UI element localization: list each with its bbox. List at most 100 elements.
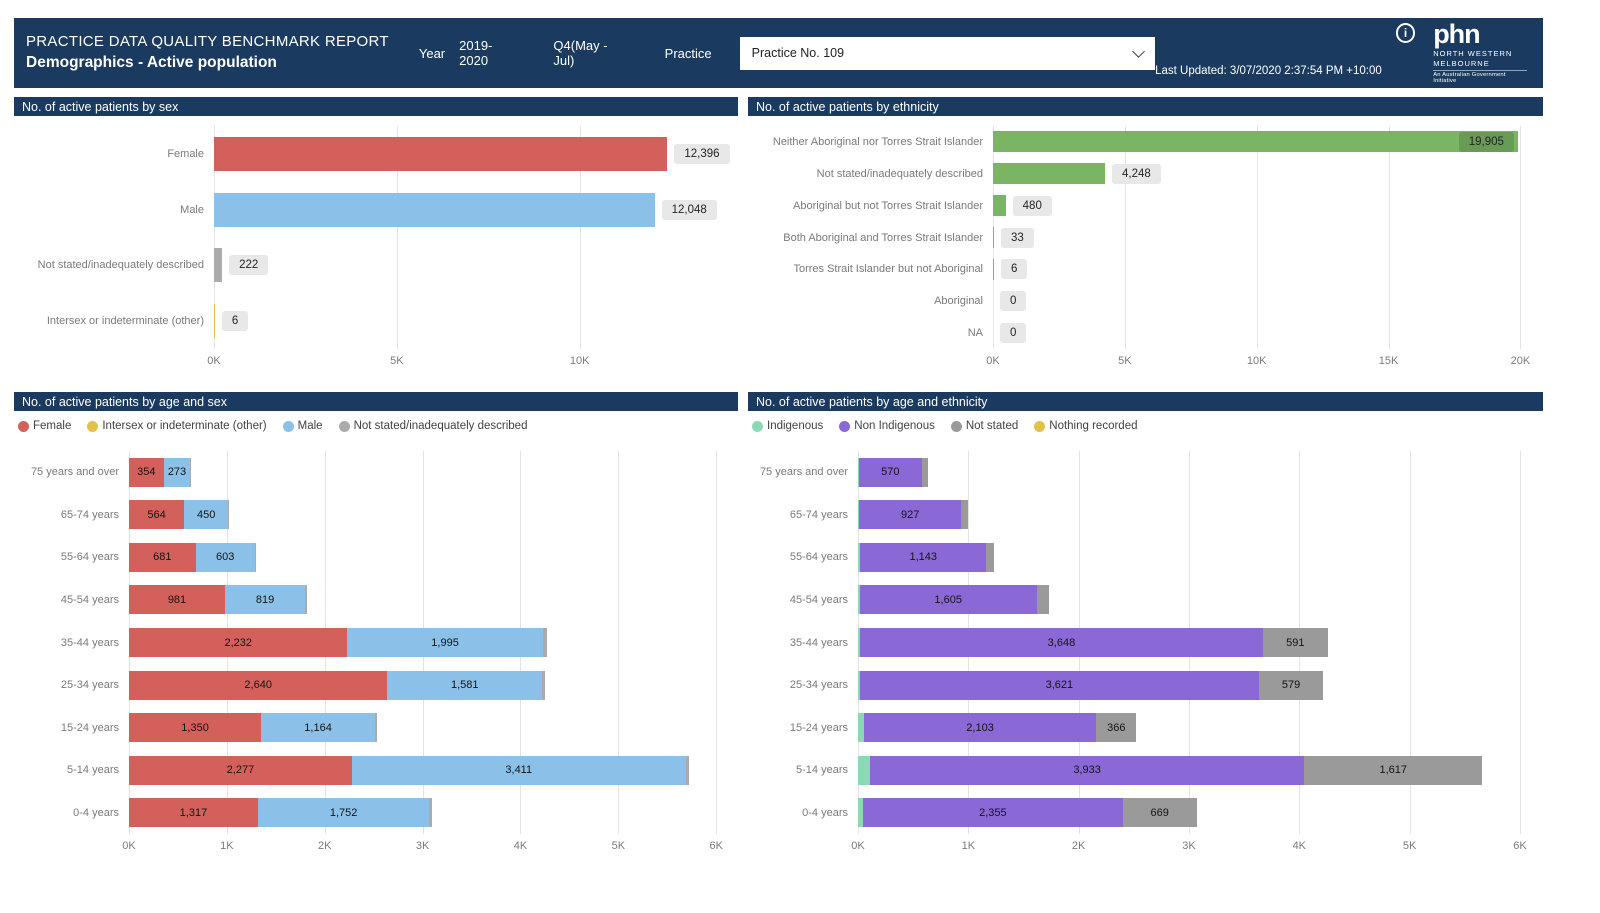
segment-female[interactable]: 2,640 (129, 670, 388, 700)
segment-non-indigenous[interactable]: 3,648 (860, 628, 1263, 658)
legend-item-male[interactable]: Male (282, 420, 323, 432)
legend-item-female[interactable]: Female (18, 420, 71, 432)
legend-item-not-stated-inadequately-described[interactable]: Not stated/inadequately described (338, 420, 527, 432)
segment-indigenous[interactable] (858, 628, 861, 658)
segment-indigenous[interactable] (858, 798, 863, 828)
bar-torres-strait-islander-but-not-aboriginal[interactable] (993, 258, 994, 280)
segment-not-stated-inadequately-described[interactable] (254, 542, 257, 572)
segment-female[interactable]: 681 (129, 542, 196, 572)
x-tick-label: 6K (1513, 840, 1527, 852)
category-label: 75 years and over (759, 466, 848, 479)
value-label: 222 (229, 255, 269, 276)
quarter-value[interactable]: Q4(May - Jul) (553, 38, 608, 68)
segment-not-stated[interactable] (961, 500, 968, 530)
segment-indigenous[interactable] (858, 755, 871, 785)
segment-indigenous[interactable] (858, 713, 865, 743)
bar-intersex-or-indeterminate-other[interactable] (214, 304, 215, 339)
segment-not-stated[interactable]: 1,617 (1304, 755, 1483, 785)
segment-non-indigenous[interactable]: 1,605 (859, 585, 1037, 615)
bar-track: 570 (858, 457, 1531, 487)
segment-male[interactable]: 1,164 (261, 713, 376, 743)
legend-dot-icon (752, 420, 763, 432)
category-label: 35-44 years (60, 636, 119, 649)
chart-rows: 75 years and over 570 65-74 years 927 55-64 … (748, 451, 1531, 834)
segment-not-stated[interactable]: 591 (1262, 628, 1328, 658)
bar-track: 2,277 3,411 (129, 755, 726, 785)
segment-indigenous[interactable] (858, 670, 860, 700)
segment-male[interactable]: 273 (163, 457, 191, 487)
segment-male[interactable]: 1,995 (347, 628, 543, 658)
legend-item-intersex-or-indeterminate-other[interactable]: Intersex or indeterminate (other) (87, 420, 267, 432)
segment-not-stated-inadequately-described[interactable] (375, 713, 378, 743)
report-title-block: PRACTICE DATA QUALITY BENCHMARK REPORT D… (26, 32, 389, 73)
segment-female[interactable]: 354 (129, 457, 164, 487)
segment-male[interactable]: 3,411 (351, 755, 686, 785)
chart-row-female: Female 12,396 (14, 126, 730, 182)
segment-not-stated-inadequately-described[interactable] (190, 457, 192, 487)
segment-not-stated-inadequately-described[interactable] (542, 628, 547, 658)
segment-female[interactable]: 2,232 (129, 628, 348, 658)
segment-female[interactable]: 1,350 (129, 713, 262, 743)
segment-non-indigenous[interactable]: 1,143 (860, 542, 987, 572)
segment-non-indigenous[interactable]: 3,621 (859, 670, 1260, 700)
x-axis: 0K 5K 10K (207, 355, 726, 371)
info-icon[interactable]: i (1395, 23, 1416, 44)
segment-non-indigenous[interactable]: 570 (858, 457, 922, 487)
segment-male[interactable]: 450 (184, 500, 229, 530)
category-label: 45-54 years (60, 593, 119, 606)
segment-indigenous[interactable] (858, 457, 859, 487)
segment-not-stated[interactable]: 366 (1096, 713, 1137, 743)
segment-not-stated-inadequately-described[interactable] (305, 585, 308, 615)
chart-patients-by-sex: Female 12,396 Male 12,048 Not stated/inadequ… (14, 116, 738, 375)
segment-non-indigenous[interactable]: 3,933 (870, 755, 1305, 785)
bar-female[interactable] (214, 136, 668, 171)
segment-female[interactable]: 981 (129, 585, 225, 615)
segment-male[interactable]: 819 (225, 585, 306, 615)
year-value[interactable]: 2019-2020 (459, 38, 493, 68)
segment-not-stated[interactable] (1036, 585, 1049, 615)
legend-item-non-indigenous[interactable]: Non Indigenous (839, 420, 935, 432)
category-label: 0-4 years (73, 806, 119, 819)
bar-aboriginal-but-not-torres-strait-islander[interactable] (993, 195, 1006, 217)
bar-not-stated-inadequately-described[interactable] (993, 163, 1106, 185)
chart-row-aboriginal-but-not-torres-strait-islander: Aboriginal but not Torres Strait Islande… (748, 190, 1531, 222)
chart-row-torres-strait-islander-but-not-aboriginal: Torres Strait Islander but not Aborigina… (748, 253, 1531, 285)
practice-dropdown[interactable]: Practice No. 109 (739, 36, 1156, 70)
segment-not-stated-inadequately-described[interactable] (429, 798, 433, 828)
value-label: 0 (1000, 323, 1027, 344)
segment-not-stated[interactable]: 579 (1259, 670, 1324, 700)
segment-female[interactable]: 564 (129, 500, 185, 530)
bar-neither-aboriginal-nor-torres-strait-islander[interactable] (993, 131, 1518, 153)
bar-both-aboriginal-and-torres-strait-islander[interactable] (993, 227, 994, 248)
segment-male[interactable]: 1,752 (257, 798, 430, 828)
segment-non-indigenous[interactable]: 927 (859, 500, 962, 530)
legend-item-nothing-recorded[interactable]: Nothing recorded (1034, 420, 1138, 432)
legend-label: Nothing recorded (1049, 420, 1138, 432)
bar-not-stated-inadequately-described[interactable] (214, 248, 223, 283)
value-label: 33 (1000, 227, 1034, 248)
segment-not-stated-inadequately-described[interactable] (685, 755, 690, 785)
legend-item-not-stated[interactable]: Not stated (950, 420, 1018, 432)
segment-non-indigenous[interactable]: 2,103 (864, 713, 1097, 743)
bar-track: 927 (858, 500, 1531, 530)
segment-not-stated[interactable] (986, 542, 995, 572)
segment-indigenous[interactable] (858, 500, 860, 530)
segment-not-stated[interactable] (921, 457, 929, 487)
segment-indigenous[interactable] (858, 542, 861, 572)
segment-non-indigenous[interactable]: 2,355 (862, 798, 1123, 828)
segment-not-stated-inadequately-described[interactable] (542, 670, 546, 700)
segment-not-stated[interactable]: 669 (1122, 798, 1197, 828)
legend-item-indigenous[interactable]: Indigenous (752, 420, 823, 432)
chart-row-na: NA 0 (748, 317, 1531, 349)
plot-area (214, 126, 726, 349)
legend-label: Non Indigenous (854, 420, 935, 432)
segment-female[interactable]: 2,277 (129, 755, 352, 785)
bar-male[interactable] (214, 192, 655, 227)
segment-female[interactable]: 1,317 (129, 798, 258, 828)
segment-male[interactable]: 1,581 (387, 670, 543, 700)
segment-male[interactable]: 603 (195, 542, 255, 572)
chart-row-45-54-years: 45-54 years 1,605 (748, 579, 1531, 622)
segment-not-stated-inadequately-described[interactable] (228, 500, 230, 530)
segment-indigenous[interactable] (858, 585, 860, 615)
phn-logo-region1: NORTH WESTERN (1433, 49, 1513, 59)
